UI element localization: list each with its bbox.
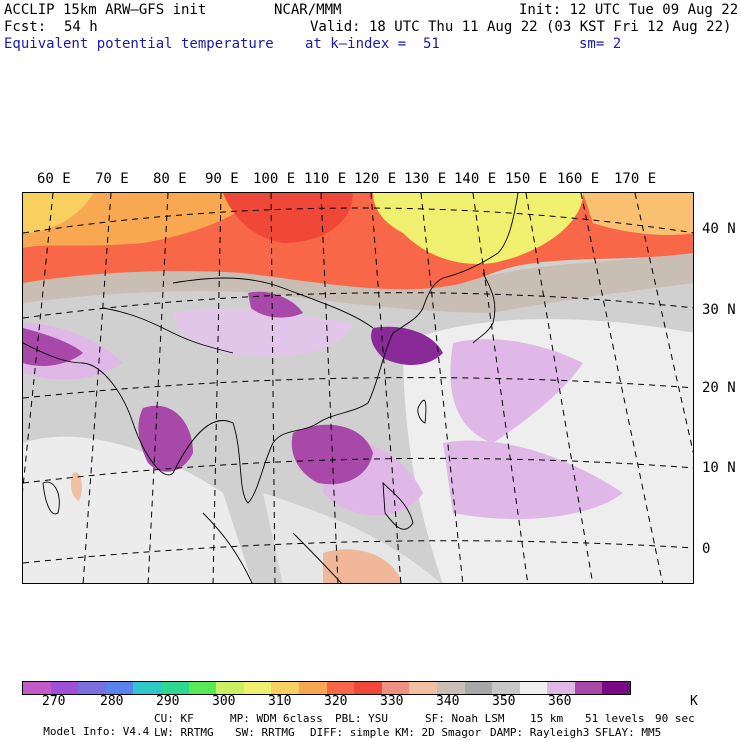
- colorbar-swatch: [381, 682, 410, 694]
- purple-region: [371, 326, 443, 365]
- colorbar-swatch: [436, 682, 465, 694]
- colorbar: [22, 681, 632, 695]
- colorbar-tick: 340: [436, 694, 460, 709]
- lat-label: 20 N: [702, 380, 736, 396]
- lon-label: 130 E: [404, 171, 447, 187]
- salmon-region: [71, 472, 82, 501]
- colorbar-swatch: [105, 682, 134, 694]
- colorbar-tick: 330: [380, 694, 404, 709]
- model-info-dt: 90 sec: [655, 712, 695, 725]
- colorbar-unit: K: [690, 694, 698, 709]
- model-info-mp: MP: WDM 6class: [230, 712, 323, 725]
- graticule: [23, 193, 693, 583]
- purple-region: [291, 424, 373, 485]
- model-info-damp: DAMP: Rayleigh3: [490, 726, 590, 739]
- colorbar-swatch: [326, 682, 355, 694]
- colorbar-swatch: [133, 682, 161, 694]
- colorbar-swatch: [243, 682, 272, 694]
- colorbar-swatch: [160, 682, 189, 694]
- lon-label: 60 E: [37, 171, 71, 187]
- colorbar-swatch: [409, 682, 437, 694]
- valid-time: Valid: 18 UTC Thu 11 Aug 22 (03 KST Fri …: [310, 19, 732, 35]
- lat-label: 30 N: [702, 302, 736, 318]
- model-info-lw: LW: RRTMG: [154, 726, 214, 739]
- model-info-pbl: PBL: YSU: [335, 712, 388, 725]
- lon-label: 120 E: [354, 171, 397, 187]
- model-title: ACCLIP 15km ARW–GFS init: [4, 2, 207, 18]
- forecast-hours: 54 h: [64, 19, 98, 35]
- model-info-sw: SW: RRTMG: [235, 726, 295, 739]
- colorbar-tick: 280: [100, 694, 124, 709]
- colorbar-swatch: [188, 682, 217, 694]
- forecast-label: Fcst:: [4, 19, 47, 35]
- model-info-km: KM: 2D Smagor: [395, 726, 482, 739]
- tan-transition-band: [23, 253, 693, 313]
- map-canvas: [23, 193, 693, 583]
- lat-label: 40 N: [702, 221, 736, 237]
- model-info-levels: 51 levels: [585, 712, 645, 725]
- lon-label: 90 E: [205, 171, 239, 187]
- colorbar-swatch: [547, 682, 575, 694]
- lat-label: 0: [702, 541, 711, 557]
- colorbar-tick: 270: [42, 694, 66, 709]
- model-info: Model Info: V4.4: [43, 725, 150, 738]
- indian-ocean-light-area: [23, 436, 253, 583]
- lon-label: 160 E: [557, 171, 600, 187]
- model-info-sf: SF: Noah LSM: [425, 712, 505, 725]
- colorbar-swatch: [271, 682, 299, 694]
- model-info-cu: CU: KF: [154, 712, 194, 725]
- colorbar-swatch: [78, 682, 106, 694]
- maritime-light-area: [263, 493, 441, 583]
- level-label: at k–index = 51: [305, 36, 440, 52]
- colorbar-swatch: [602, 682, 631, 694]
- lon-label: 150 E: [505, 171, 548, 187]
- field-name: Equivalent potential temperature: [4, 36, 274, 52]
- colorbar-swatch: [216, 682, 244, 694]
- smoothing-label: sm= 2: [579, 36, 622, 52]
- colorbar-swatch: [354, 682, 382, 694]
- colorbar-tick: 350: [492, 694, 516, 709]
- colorbar-swatch: [492, 682, 520, 694]
- model-info-res: 15 km: [530, 712, 564, 725]
- warm-band-region: [223, 193, 353, 243]
- yellow-region: [23, 193, 93, 233]
- colorbar-tick: 300: [212, 694, 236, 709]
- colorbar-tick: 290: [156, 694, 180, 709]
- coastlines: [23, 193, 519, 583]
- lavender-region: [173, 308, 353, 357]
- lon-label: 70 E: [95, 171, 129, 187]
- colorbar-tick: 360: [548, 694, 572, 709]
- colorbar-tick: 310: [268, 694, 292, 709]
- orange-region: [583, 193, 693, 235]
- theta-e-map: [22, 192, 694, 584]
- colorbar-tick: 320: [324, 694, 348, 709]
- orange-region: [23, 193, 263, 248]
- purple-region: [248, 291, 303, 318]
- init-time: Init: 12 UTC Tue 09 Aug 22: [519, 2, 739, 18]
- model-info-diff: DIFF: simple: [310, 726, 390, 739]
- lat-label: 10 N: [702, 460, 736, 476]
- colorbar-swatch: [519, 682, 548, 694]
- org-label: NCAR/MMM: [274, 2, 342, 18]
- colorbar-swatch: [23, 682, 51, 694]
- lavender-region: [450, 339, 583, 443]
- colorbar-swatch: [50, 682, 79, 694]
- lon-label: 140 E: [454, 171, 497, 187]
- lon-label: 110 E: [304, 171, 347, 187]
- lon-label: 80 E: [153, 171, 187, 187]
- colorbar-swatch: [574, 682, 603, 694]
- lon-label: 100 E: [253, 171, 296, 187]
- model-info-sflay: SFLAY: MM5: [595, 726, 662, 739]
- salmon-region: [323, 549, 403, 583]
- colorbar-swatch: [464, 682, 493, 694]
- lon-label: 170 E: [614, 171, 657, 187]
- purple-region: [138, 405, 193, 472]
- colorbar-swatch: [298, 682, 327, 694]
